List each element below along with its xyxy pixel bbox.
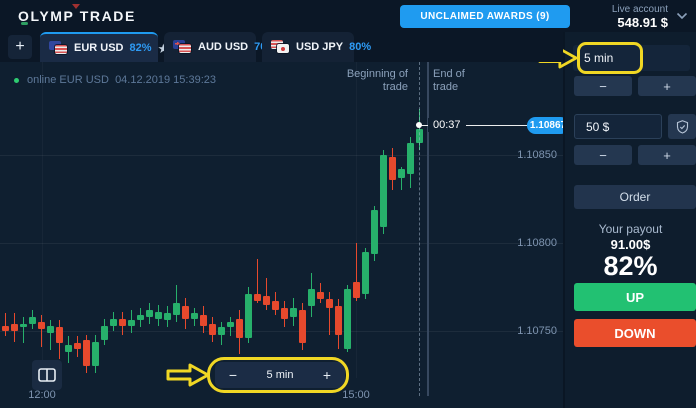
awards-button-label: UNCLAIMED AWARDS (9) [420,11,550,22]
amount-field[interactable]: 50 $ [574,114,662,139]
payout-label: Your payout [598,222,663,236]
amount-minus-button[interactable]: − [574,145,632,165]
chevron-down-icon[interactable] [676,12,688,20]
logo-green-accent [21,22,28,25]
duration-increase-button[interactable]: + [322,367,332,383]
account-type-label: Live account [611,4,668,15]
payout-percent: 82% [603,251,658,281]
duration-plus-button[interactable]: + [638,76,696,96]
tab-pair-label: AUD USD [198,41,249,53]
eur-usd-flags-icon [49,41,68,55]
chart-duration-control: − 5 min + [215,362,345,388]
aud-usd-flags-icon [173,40,192,54]
price-gridline [0,331,563,332]
time-axis-label: 15:00 [342,389,370,401]
tab-eur-usd[interactable]: EUR USD 82% ★ [40,32,169,62]
amount-field-value: 50 $ [586,119,610,134]
account-balance: 548.91 $ [617,15,668,30]
up-button-label: UP [625,289,645,305]
asset-tab-bar: + EUR USD 82% ★ AUD USD 70% USD JPY 80% [0,32,563,62]
plus-icon: + [663,78,671,94]
trade-panel: 5 min − + 50 $ − + Order Y [538,32,696,408]
arrow-annotation-icon [166,363,210,387]
order-button-label: Order [619,190,651,204]
split-columns-icon [38,368,56,382]
favorite-star-icon[interactable]: ★ [158,42,170,55]
begin-of-trade-label: Beginning of trade [346,68,408,93]
tab-aud-usd[interactable]: AUD USD 70% [164,32,276,62]
tab-pair-label: EUR USD [74,42,124,54]
down-button[interactable]: DOWN [574,319,696,347]
amount-plus-button[interactable]: + [638,145,696,165]
price-axis-label: 1.10850 [517,149,557,161]
candlestick-chart: online EUR USD 04.12.2019 15:39:23 1.108… [0,62,569,408]
price-gridline [0,155,563,156]
shield-check-icon [676,119,688,134]
current-price-pill: 1.10867 [527,116,569,134]
status-text: online EUR USD 04.12.2019 15:39:23 [27,74,216,86]
duration-value[interactable]: 5 min [266,369,294,381]
tab-payout-label: 80% [349,41,372,53]
duration-field-value: 5 min [584,51,614,65]
logo-red-caret [72,4,80,9]
minus-icon: − [599,147,607,163]
olymp-trade-logo: OLYMP TRADE [18,4,136,25]
price-gridline [0,243,563,244]
price-axis-label: 1.10750 [517,325,557,337]
payout-amount: 91.00$ [610,237,651,252]
time-gridline [356,62,357,378]
usd-jpy-flags-icon [271,40,290,54]
top-bar: OLYMP TRADE UNCLAIMED AWARDS (9) Live ac… [0,0,696,32]
plus-icon: + [663,147,671,163]
time-axis-label: 12:00 [28,389,56,401]
online-status-dot [14,77,19,83]
duration-minus-button[interactable]: − [574,76,632,96]
up-button[interactable]: UP [574,283,696,311]
tab-usd-jpy[interactable]: USD JPY 80% [262,32,371,62]
minus-icon: − [599,78,607,94]
price-axis-label: 1.10800 [517,237,557,249]
add-asset-label: + [15,38,25,55]
trade-countdown: 00:37 [428,117,466,132]
end-of-trade-label: End of trade [433,68,465,93]
trade-end-line [427,62,429,396]
account-selector[interactable]: Live account 548.91 $ [612,3,668,29]
current-price-line [419,125,563,127]
connection-status: online EUR USD 04.12.2019 15:39:23 [14,74,216,86]
order-button[interactable]: Order [574,185,696,209]
duration-field[interactable]: 5 min [573,45,690,71]
current-price-dot [416,122,422,129]
trade-begin-line [419,62,420,396]
risk-free-button[interactable] [668,114,696,139]
unclaimed-awards-button[interactable]: UNCLAIMED AWARDS (9) [400,5,570,28]
split-view-button[interactable] [32,360,62,390]
tab-pair-label: USD JPY [296,41,344,53]
down-button-label: DOWN [614,325,656,341]
logo-text: OLYMP TRADE [18,8,136,24]
add-asset-button[interactable]: + [8,35,32,59]
tab-payout-label: 82% [129,42,152,54]
time-gridline [42,62,43,378]
duration-decrease-button[interactable]: − [228,367,238,383]
